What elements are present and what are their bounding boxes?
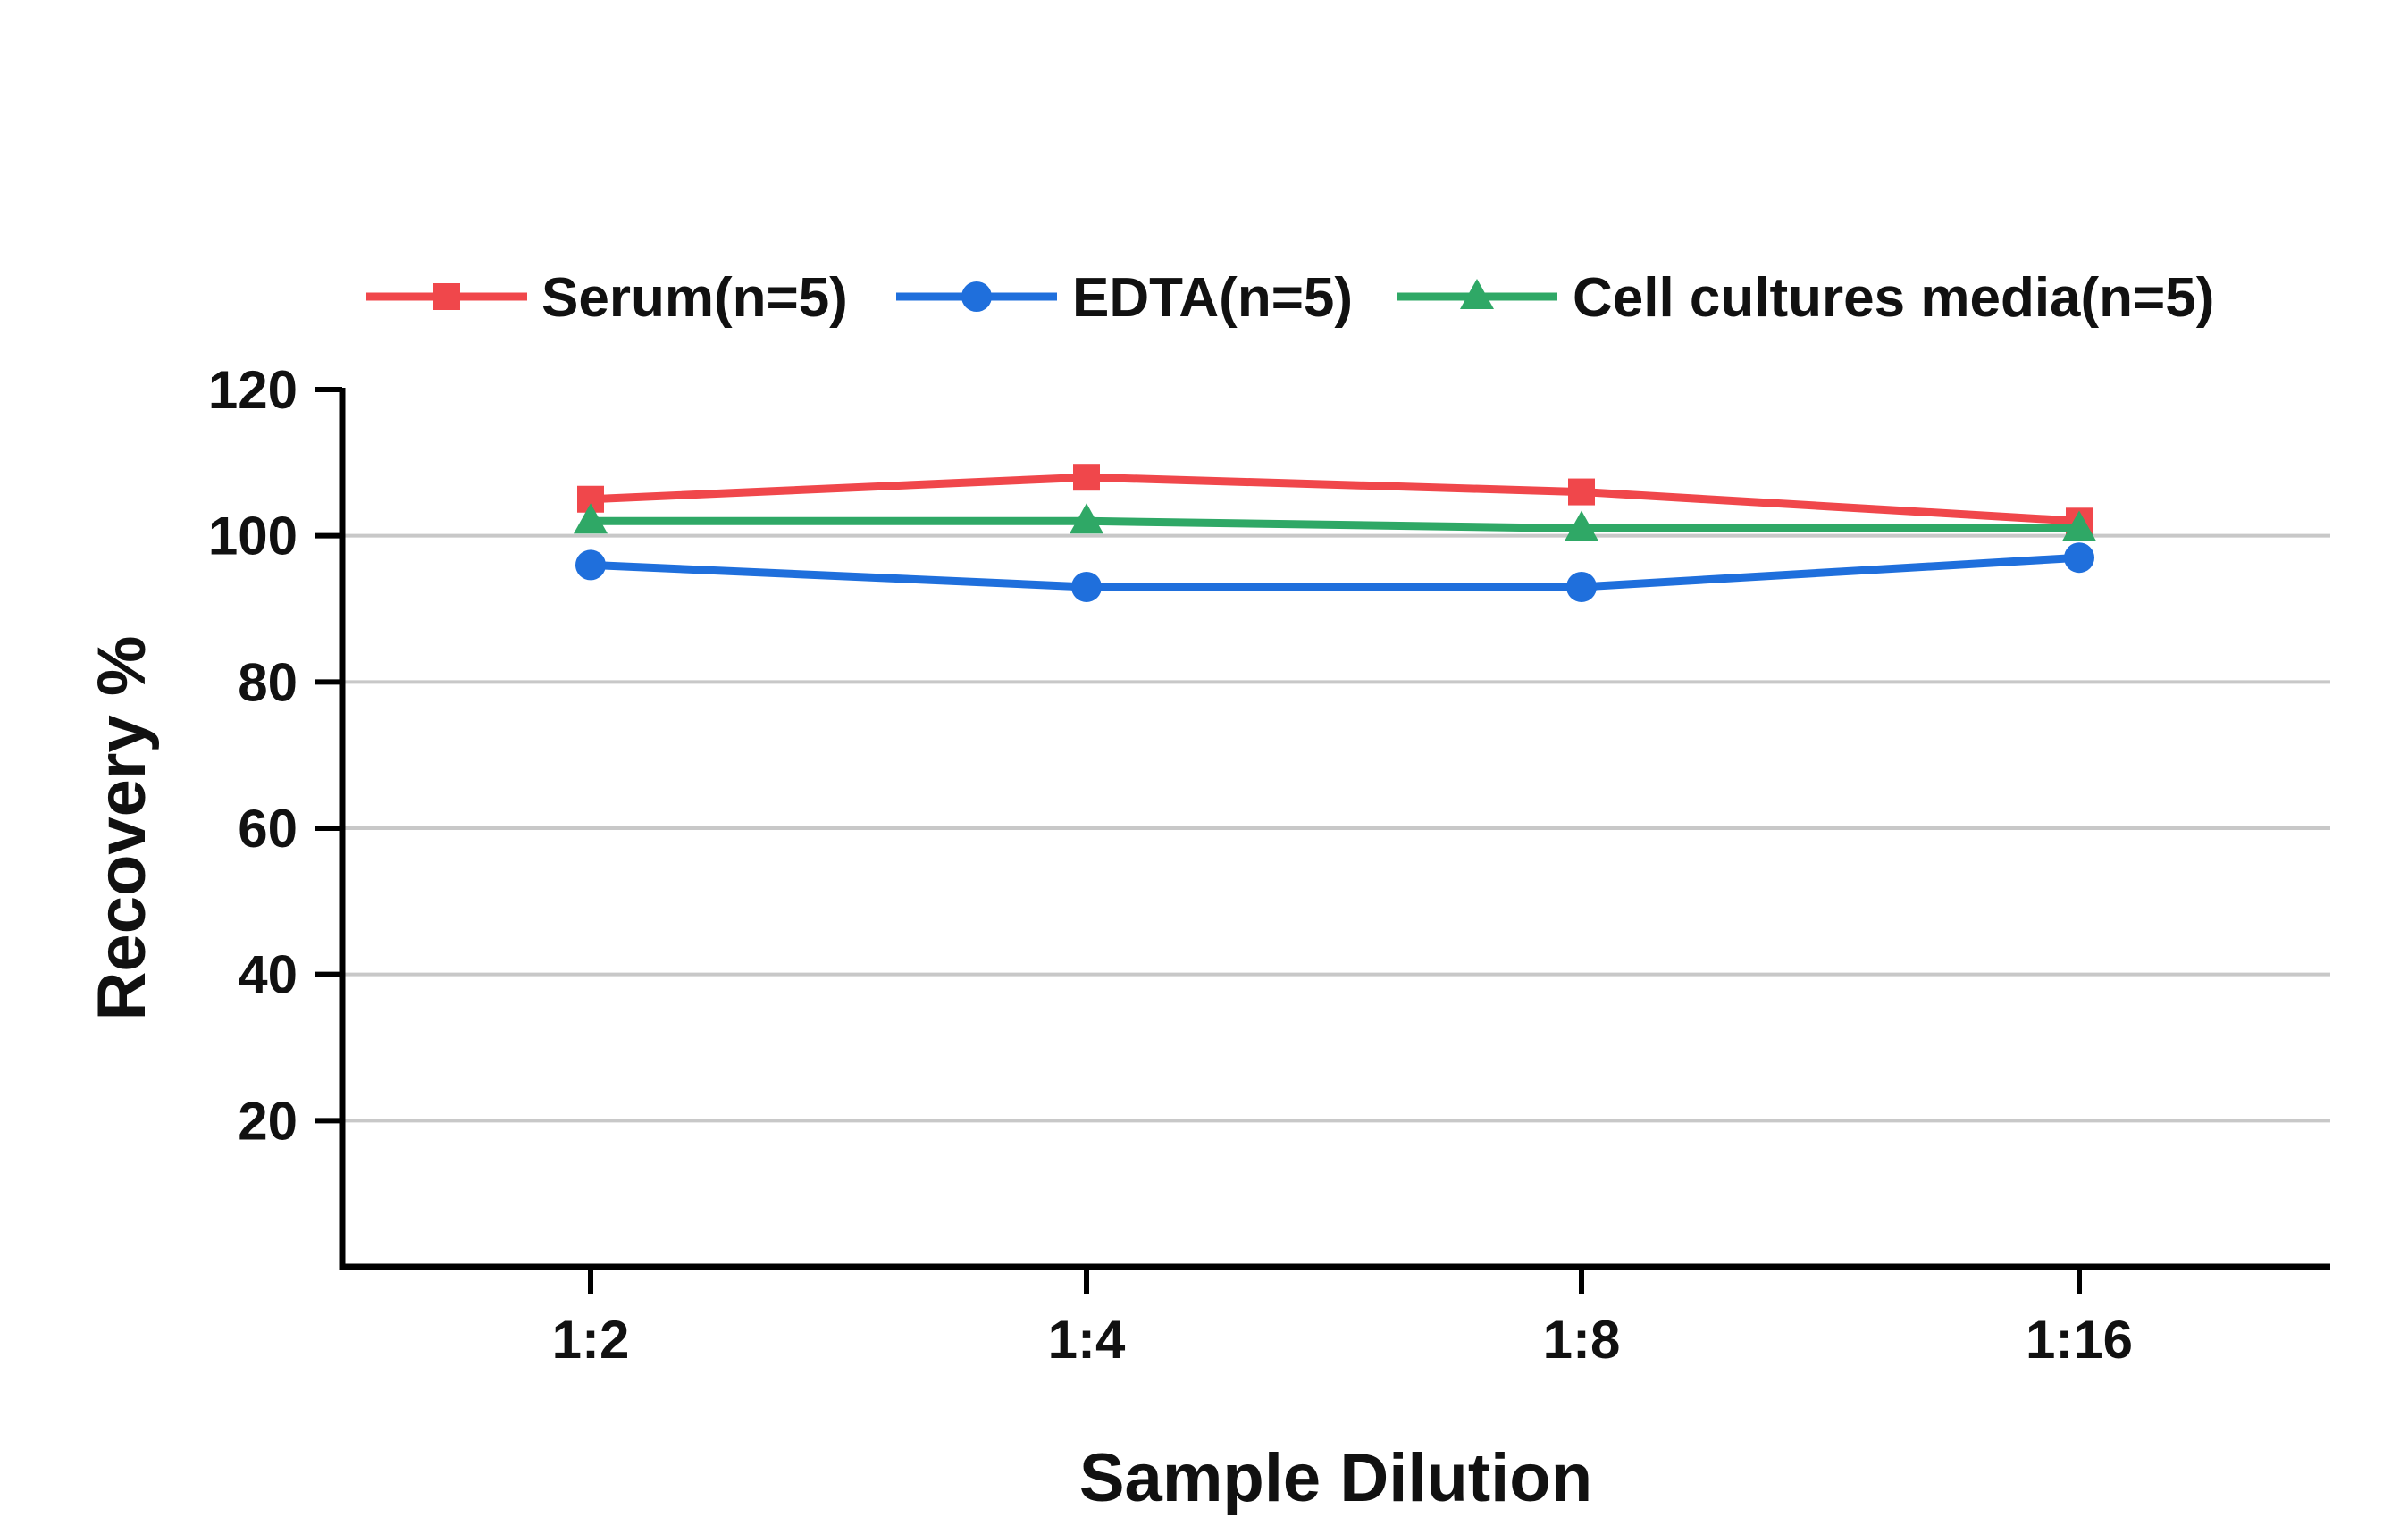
series-1-point-3: [1568, 478, 1595, 506]
series-line-1: [590, 473, 2080, 525]
x-axis-title: Sample Dilution: [1079, 1440, 1592, 1516]
series-line-2: [590, 553, 2080, 591]
gridlines: [342, 533, 2330, 1123]
series-2: [575, 542, 2094, 602]
y-tick-label-20: 20: [238, 1091, 298, 1151]
series-3-point-4: [2062, 510, 2096, 541]
series-3-point-1: [574, 503, 608, 534]
axes: 20 40 60 80 100 120 1:2 1:4 1:8 1:16: [208, 360, 2330, 1370]
y-tick-label-80: 80: [238, 652, 298, 712]
series-1: [577, 464, 2093, 535]
series-3-point-3: [1565, 510, 1598, 541]
series-2-point-4: [2064, 542, 2094, 574]
y-tick-label-120: 120: [208, 360, 298, 420]
legend: Serum(n=5) EDTA(n=5) Cell cultures media(n…: [366, 267, 2214, 329]
legend-item-3: Cell cultures media(n=5): [1397, 267, 2214, 329]
series-2-point-2: [1071, 571, 1102, 602]
legend-item-1: Serum(n=5): [366, 267, 848, 329]
series-3-point-2: [1070, 503, 1103, 534]
y-axis-title: Recovery %: [84, 636, 160, 1021]
series-layer: [574, 464, 2096, 602]
x-tick-label-1: 1:2: [552, 1310, 630, 1370]
series-2-point-3: [1566, 571, 1597, 602]
legend-label-2: EDTA(n=5): [1072, 267, 1353, 329]
x-tick-label-3: 1:8: [1543, 1310, 1621, 1370]
legend-label-1: Serum(n=5): [541, 267, 848, 329]
x-tick-label-4: 1:16: [2026, 1310, 2133, 1370]
series-line-3: [591, 516, 2079, 532]
y-tick-label-40: 40: [238, 945, 298, 1005]
legend-item-2: EDTA(n=5): [896, 267, 1353, 329]
legend-marker-1: [433, 283, 460, 310]
series-3: [574, 503, 2096, 541]
legend-marker-2: [961, 281, 992, 312]
x-tick-label-2: 1:4: [1048, 1310, 1126, 1370]
series-1-point-2: [1073, 464, 1100, 491]
legend-label-3: Cell cultures media(n=5): [1573, 267, 2214, 329]
series-2-point-1: [575, 549, 606, 581]
legend-marker-3: [1460, 279, 1494, 309]
y-tick-label-60: 60: [238, 799, 298, 859]
y-tick-label-100: 100: [208, 507, 298, 566]
